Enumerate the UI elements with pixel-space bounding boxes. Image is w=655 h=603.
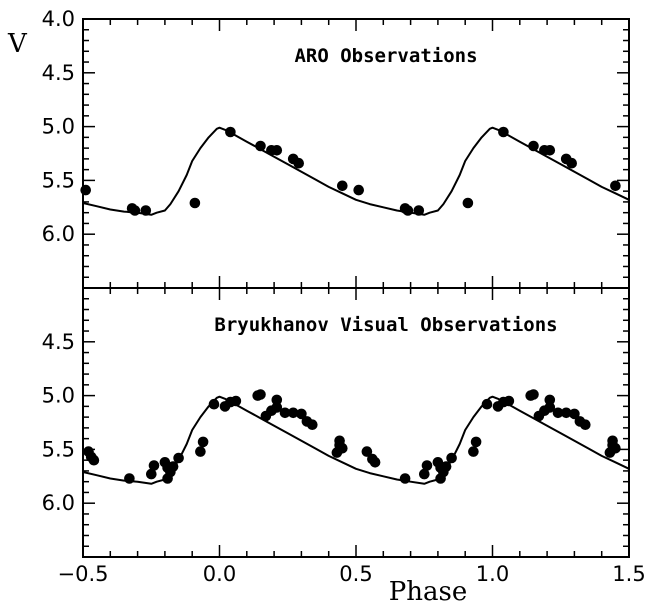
x-tick-label: 0.5 [339,562,372,586]
observation-point [146,468,157,480]
observation-point [413,205,425,216]
observation-point [399,473,411,484]
observation-point [560,407,572,419]
observation-point [208,398,220,410]
observation-point [470,436,482,448]
observation-point [528,140,539,152]
panel-aro: ARO Observations 4.0 4.5 5.0 5.5 6.0 [42,7,630,289]
observation-point [129,205,141,216]
observation-point [498,126,509,138]
observation-point [607,435,618,447]
y-tick-label: 5.5 [42,168,75,192]
observation-point [337,180,348,192]
observation-point [610,180,621,192]
y-tick-label: 4.0 [42,7,75,31]
observation-point [353,184,365,196]
panel-aro-title: ARO Observations [294,45,477,67]
observation-point [225,126,236,138]
panel-bryukhanov: Bryukhanov Visual Observations 4.5 5.0 5.5… [42,287,630,558]
observation-point [124,473,135,484]
y-tick-label: 4.5 [42,330,75,354]
x-tick-label: 0.0 [203,562,236,586]
observation-point [419,468,430,480]
observation-point [569,408,580,420]
observation-point [361,446,373,457]
observation-point [140,205,152,216]
panel-bryukhanov-title: Bryukhanov Visual Observations [214,314,557,336]
observation-point [271,394,283,406]
observation-point [173,452,184,464]
observation-point [255,389,266,400]
y-tick-label: 4.5 [42,61,75,85]
observation-point [468,446,479,457]
observation-point [279,407,291,419]
observation-point [230,395,242,407]
y-tick-label: 6.0 [42,491,75,515]
observation-point [580,419,591,431]
observation-point [462,197,474,209]
observation-point [566,157,577,169]
x-tick-label: 1.5 [612,562,645,586]
observation-point [189,197,201,209]
observation-point [544,394,556,406]
observation-point [421,460,433,471]
observation-point [503,395,515,407]
y-tick-label: 5.5 [42,437,75,461]
y-tick-label: 5.0 [42,115,75,139]
observation-point [402,205,414,216]
observation-point [552,407,564,419]
observation-point [293,157,305,169]
y-axis-label: V [7,29,28,59]
observation-point [197,436,209,448]
observation-point [287,407,299,419]
observation-point [167,461,179,472]
observation-point [481,398,493,410]
observation-point [80,184,91,196]
y-tick-label: 5.0 [42,384,75,408]
x-tick-label: 1.0 [476,562,509,586]
observation-point [296,408,307,420]
observation-point [334,435,345,447]
observation-point [88,454,100,466]
observation-point [148,460,160,471]
observation-point [446,452,457,464]
observation-point [307,419,318,431]
model-light-curve [82,126,630,216]
observation-point [544,402,556,413]
observation-point [528,389,539,400]
y-tick-label: 6.0 [42,222,75,246]
observation-point [271,145,283,156]
x-tick-label: −0.5 [58,562,109,586]
observation-point [369,457,381,468]
observation-point [195,446,206,457]
x-axis-label: Phase [389,577,467,603]
observation-point [255,140,266,152]
observation-point [440,461,452,472]
observation-point [544,145,556,156]
observation-point [271,402,283,413]
